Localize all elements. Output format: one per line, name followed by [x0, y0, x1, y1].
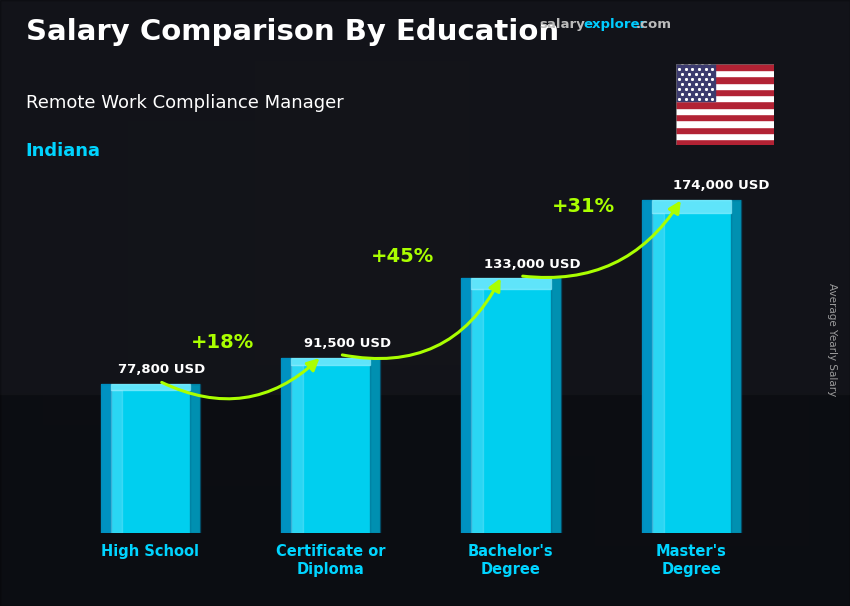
Bar: [676, 89, 774, 95]
Text: Remote Work Compliance Manager: Remote Work Compliance Manager: [26, 94, 343, 112]
Bar: [0, 394, 850, 606]
Bar: [676, 139, 774, 145]
Bar: [676, 82, 774, 89]
Text: +31%: +31%: [552, 198, 615, 216]
Bar: [0, 0, 850, 394]
Bar: [291, 365, 303, 533]
Bar: [676, 64, 774, 70]
Bar: [291, 358, 371, 365]
Bar: [110, 390, 122, 533]
Bar: [471, 288, 483, 533]
Bar: [731, 200, 741, 533]
Bar: [676, 101, 774, 108]
Bar: [676, 108, 774, 114]
Bar: [281, 358, 291, 533]
Bar: [676, 114, 774, 120]
Bar: [676, 95, 774, 101]
Bar: [371, 358, 380, 533]
Bar: [281, 358, 380, 533]
Text: 91,500 USD: 91,500 USD: [303, 338, 391, 350]
Bar: [100, 384, 110, 533]
Bar: [676, 76, 774, 82]
Bar: [110, 384, 190, 390]
Text: 133,000 USD: 133,000 USD: [484, 258, 581, 271]
Bar: [595, 121, 808, 545]
Text: Indiana: Indiana: [26, 142, 100, 161]
Bar: [676, 70, 774, 76]
Bar: [676, 133, 774, 139]
Bar: [642, 200, 652, 533]
Text: +45%: +45%: [371, 247, 434, 265]
Bar: [128, 121, 280, 485]
Bar: [42, 0, 255, 424]
Text: +18%: +18%: [190, 333, 254, 352]
Text: Average Yearly Salary: Average Yearly Salary: [827, 283, 837, 396]
Text: 77,800 USD: 77,800 USD: [118, 364, 205, 376]
Bar: [676, 64, 715, 101]
Text: explorer: explorer: [583, 18, 646, 31]
Bar: [471, 278, 551, 288]
Text: Salary Comparison By Education: Salary Comparison By Education: [26, 18, 558, 46]
Text: .com: .com: [636, 18, 672, 31]
Bar: [190, 384, 200, 533]
Bar: [642, 200, 741, 533]
Text: salary: salary: [540, 18, 586, 31]
Bar: [255, 61, 468, 364]
Bar: [462, 278, 471, 533]
Bar: [462, 278, 560, 533]
Text: 174,000 USD: 174,000 USD: [673, 179, 770, 192]
Bar: [551, 278, 560, 533]
Bar: [100, 384, 200, 533]
Bar: [652, 200, 731, 213]
Bar: [468, 61, 722, 455]
Bar: [676, 127, 774, 133]
Bar: [676, 120, 774, 127]
Bar: [652, 213, 664, 533]
